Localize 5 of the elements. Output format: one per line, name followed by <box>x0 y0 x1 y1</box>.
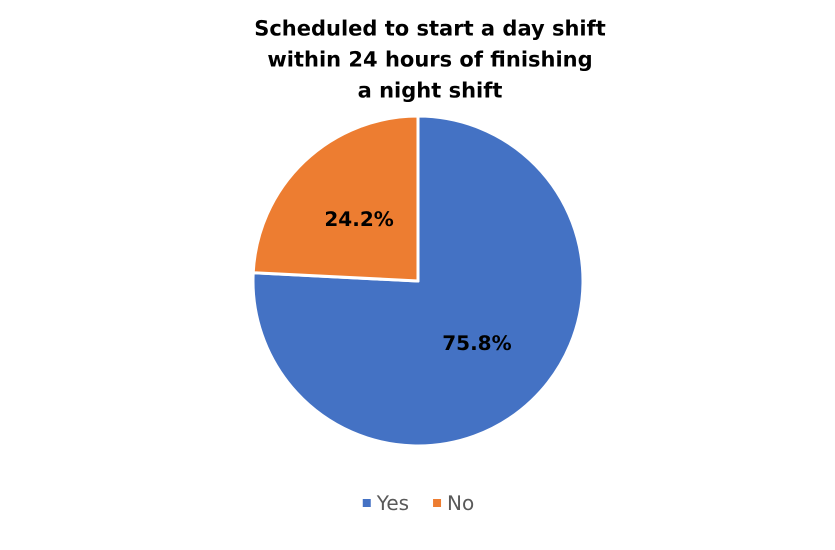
data-label: 75.8% <box>442 330 512 355</box>
data-label: 24.2% <box>324 207 394 232</box>
chart-title: Scheduled to start a day shift within 24 hours of finishing a night shift <box>254 16 606 102</box>
legend-label: Yes <box>376 491 410 515</box>
legend-label: No <box>447 491 474 515</box>
